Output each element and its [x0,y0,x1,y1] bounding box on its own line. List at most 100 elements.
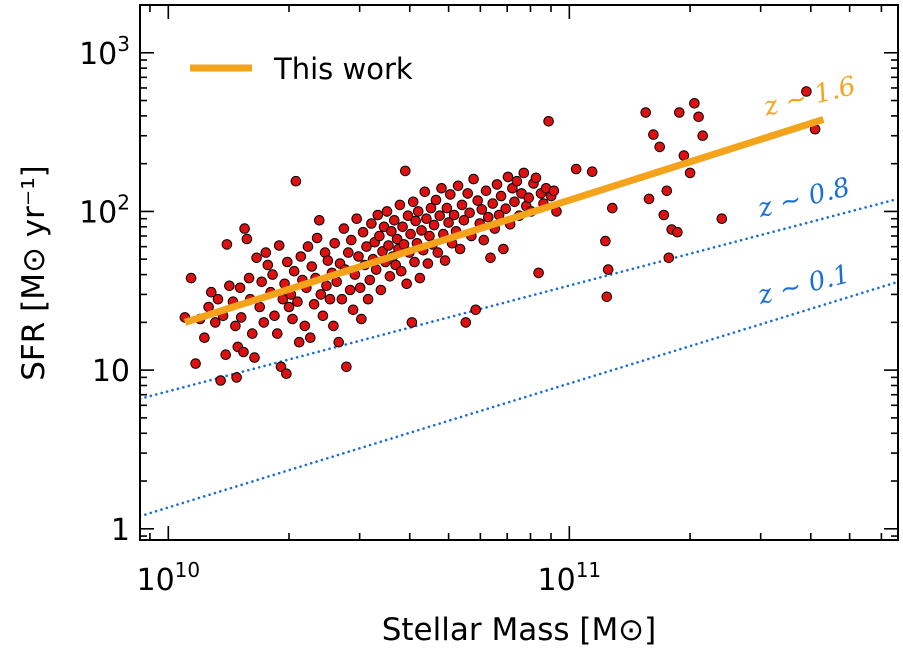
data-point [185,272,197,284]
data-point [407,196,419,208]
data-point [462,188,474,199]
data-point [511,175,523,187]
data-point [405,228,416,240]
data-point [480,185,492,197]
data-point [483,211,494,223]
data-point [458,215,470,226]
data-point [548,185,560,197]
y-tick-label: 1 [111,513,130,548]
data-point [269,310,280,322]
data-point [601,291,613,303]
data-point [421,213,432,224]
data-point [206,286,217,298]
data-point [518,167,530,179]
data-point [389,215,400,226]
fit-line [183,116,825,326]
y-tick-label: 10 [92,354,130,389]
data-point [716,213,728,224]
data-point [432,247,444,258]
data-point [400,165,411,177]
data-point [221,239,233,250]
data-point [283,301,295,313]
x-tick-label: 1010 [136,558,200,598]
data-point [254,301,266,313]
data-point [234,282,246,294]
data-point [485,252,496,264]
data-point [476,204,488,215]
reference-line-2 [140,280,898,518]
x-axis-title: Stellar Mass [M⊙] [382,612,657,648]
data-point [441,202,453,214]
data-point [220,349,231,361]
data-point [425,202,437,214]
data-point [374,230,385,242]
data-point [586,166,598,177]
data-point [239,223,250,234]
data-point [663,252,675,264]
data-point [678,150,690,161]
data-point [241,233,253,245]
data-point [498,243,509,255]
data-point [523,192,535,203]
data-point [402,210,414,221]
data-point [502,171,514,183]
redshift-label: z ~ 0.8 [754,172,853,224]
data-point [333,336,345,348]
data-point [445,189,456,200]
data-point [267,269,278,280]
data-point [210,317,221,328]
data-point [391,233,403,245]
data-point [460,317,472,328]
data-point [533,267,544,279]
data-point [347,304,359,316]
data-point [308,299,320,310]
data-point [801,86,812,97]
legend-label: This work [273,52,413,86]
data-point [381,206,393,217]
data-point [354,282,366,294]
y-tick-label: 102 [79,190,130,230]
data-point [341,361,352,373]
data-point [394,199,406,211]
data-point [543,116,554,127]
data-point [317,310,329,322]
legend: This work [190,52,413,86]
data-point [401,278,413,290]
data-point [397,221,408,233]
data-point [454,243,466,255]
data-point [419,186,431,198]
data-point [487,198,499,209]
data-point [643,193,655,205]
data-point [366,218,377,229]
data-point [410,215,422,227]
data-point [384,271,396,282]
data-point [491,179,503,190]
data-point [362,293,374,305]
data-point [275,361,287,373]
data-point [470,304,482,316]
data-point [607,202,618,214]
data-point [357,226,369,238]
data-point [299,320,311,332]
data-point [448,209,460,221]
data-point [436,183,447,194]
data-point [338,223,350,234]
data-point [478,234,490,246]
data-point [224,280,235,292]
data-point [386,226,397,237]
data-point [396,265,407,277]
data-point [231,372,242,383]
data-point [439,255,451,266]
data-point [343,247,354,258]
data-point [658,209,670,221]
data-point [468,173,479,185]
data-point [654,141,666,153]
data-point [199,332,210,344]
data-point [243,272,255,284]
data-point [215,375,226,386]
data-point [456,199,468,211]
redshift-label: z ~ 1.6 [760,71,859,123]
data-point [570,163,582,175]
data-point [383,240,394,251]
